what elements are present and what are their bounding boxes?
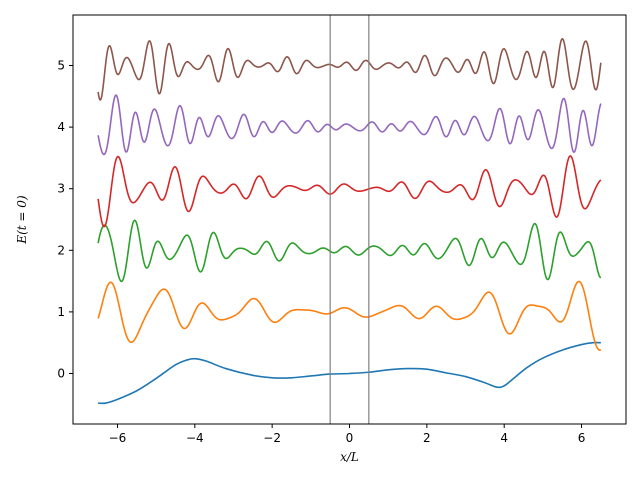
x-tick-label-6: 6 [578, 431, 586, 445]
x-tick-label-4: 2 [423, 431, 431, 445]
series-line-3 [97, 155, 602, 228]
x-tick-label-0: −6 [109, 431, 127, 445]
series-line-1 [97, 280, 602, 351]
x-tick-label-2: −2 [263, 431, 281, 445]
series-line-4 [97, 94, 602, 156]
y-tick-label-3: 3 [57, 182, 65, 196]
x-tick-label-5: 4 [500, 431, 508, 445]
y-tick-label-4: 4 [57, 120, 65, 134]
y-tick-label-5: 5 [57, 59, 65, 73]
y-tick-label-0: 0 [57, 366, 65, 380]
vertical-lines [329, 15, 370, 424]
series-line-2 [97, 219, 602, 283]
y-axis-label: E(t = 0) [15, 195, 29, 245]
x-ticks: −6 −4 −2 0 2 4 6 [109, 424, 586, 445]
series-line-5 [97, 38, 602, 101]
y-tick-label-1: 1 [57, 305, 65, 319]
x-axis-label: x/L [340, 450, 359, 464]
series-layer [97, 38, 602, 405]
series-line-0 [98, 341, 601, 405]
y-tick-label-2: 2 [57, 243, 65, 257]
y-ticks: 0 1 2 3 4 5 [57, 59, 73, 380]
x-tick-label-3: 0 [346, 431, 354, 445]
x-tick-label-1: −4 [186, 431, 204, 445]
